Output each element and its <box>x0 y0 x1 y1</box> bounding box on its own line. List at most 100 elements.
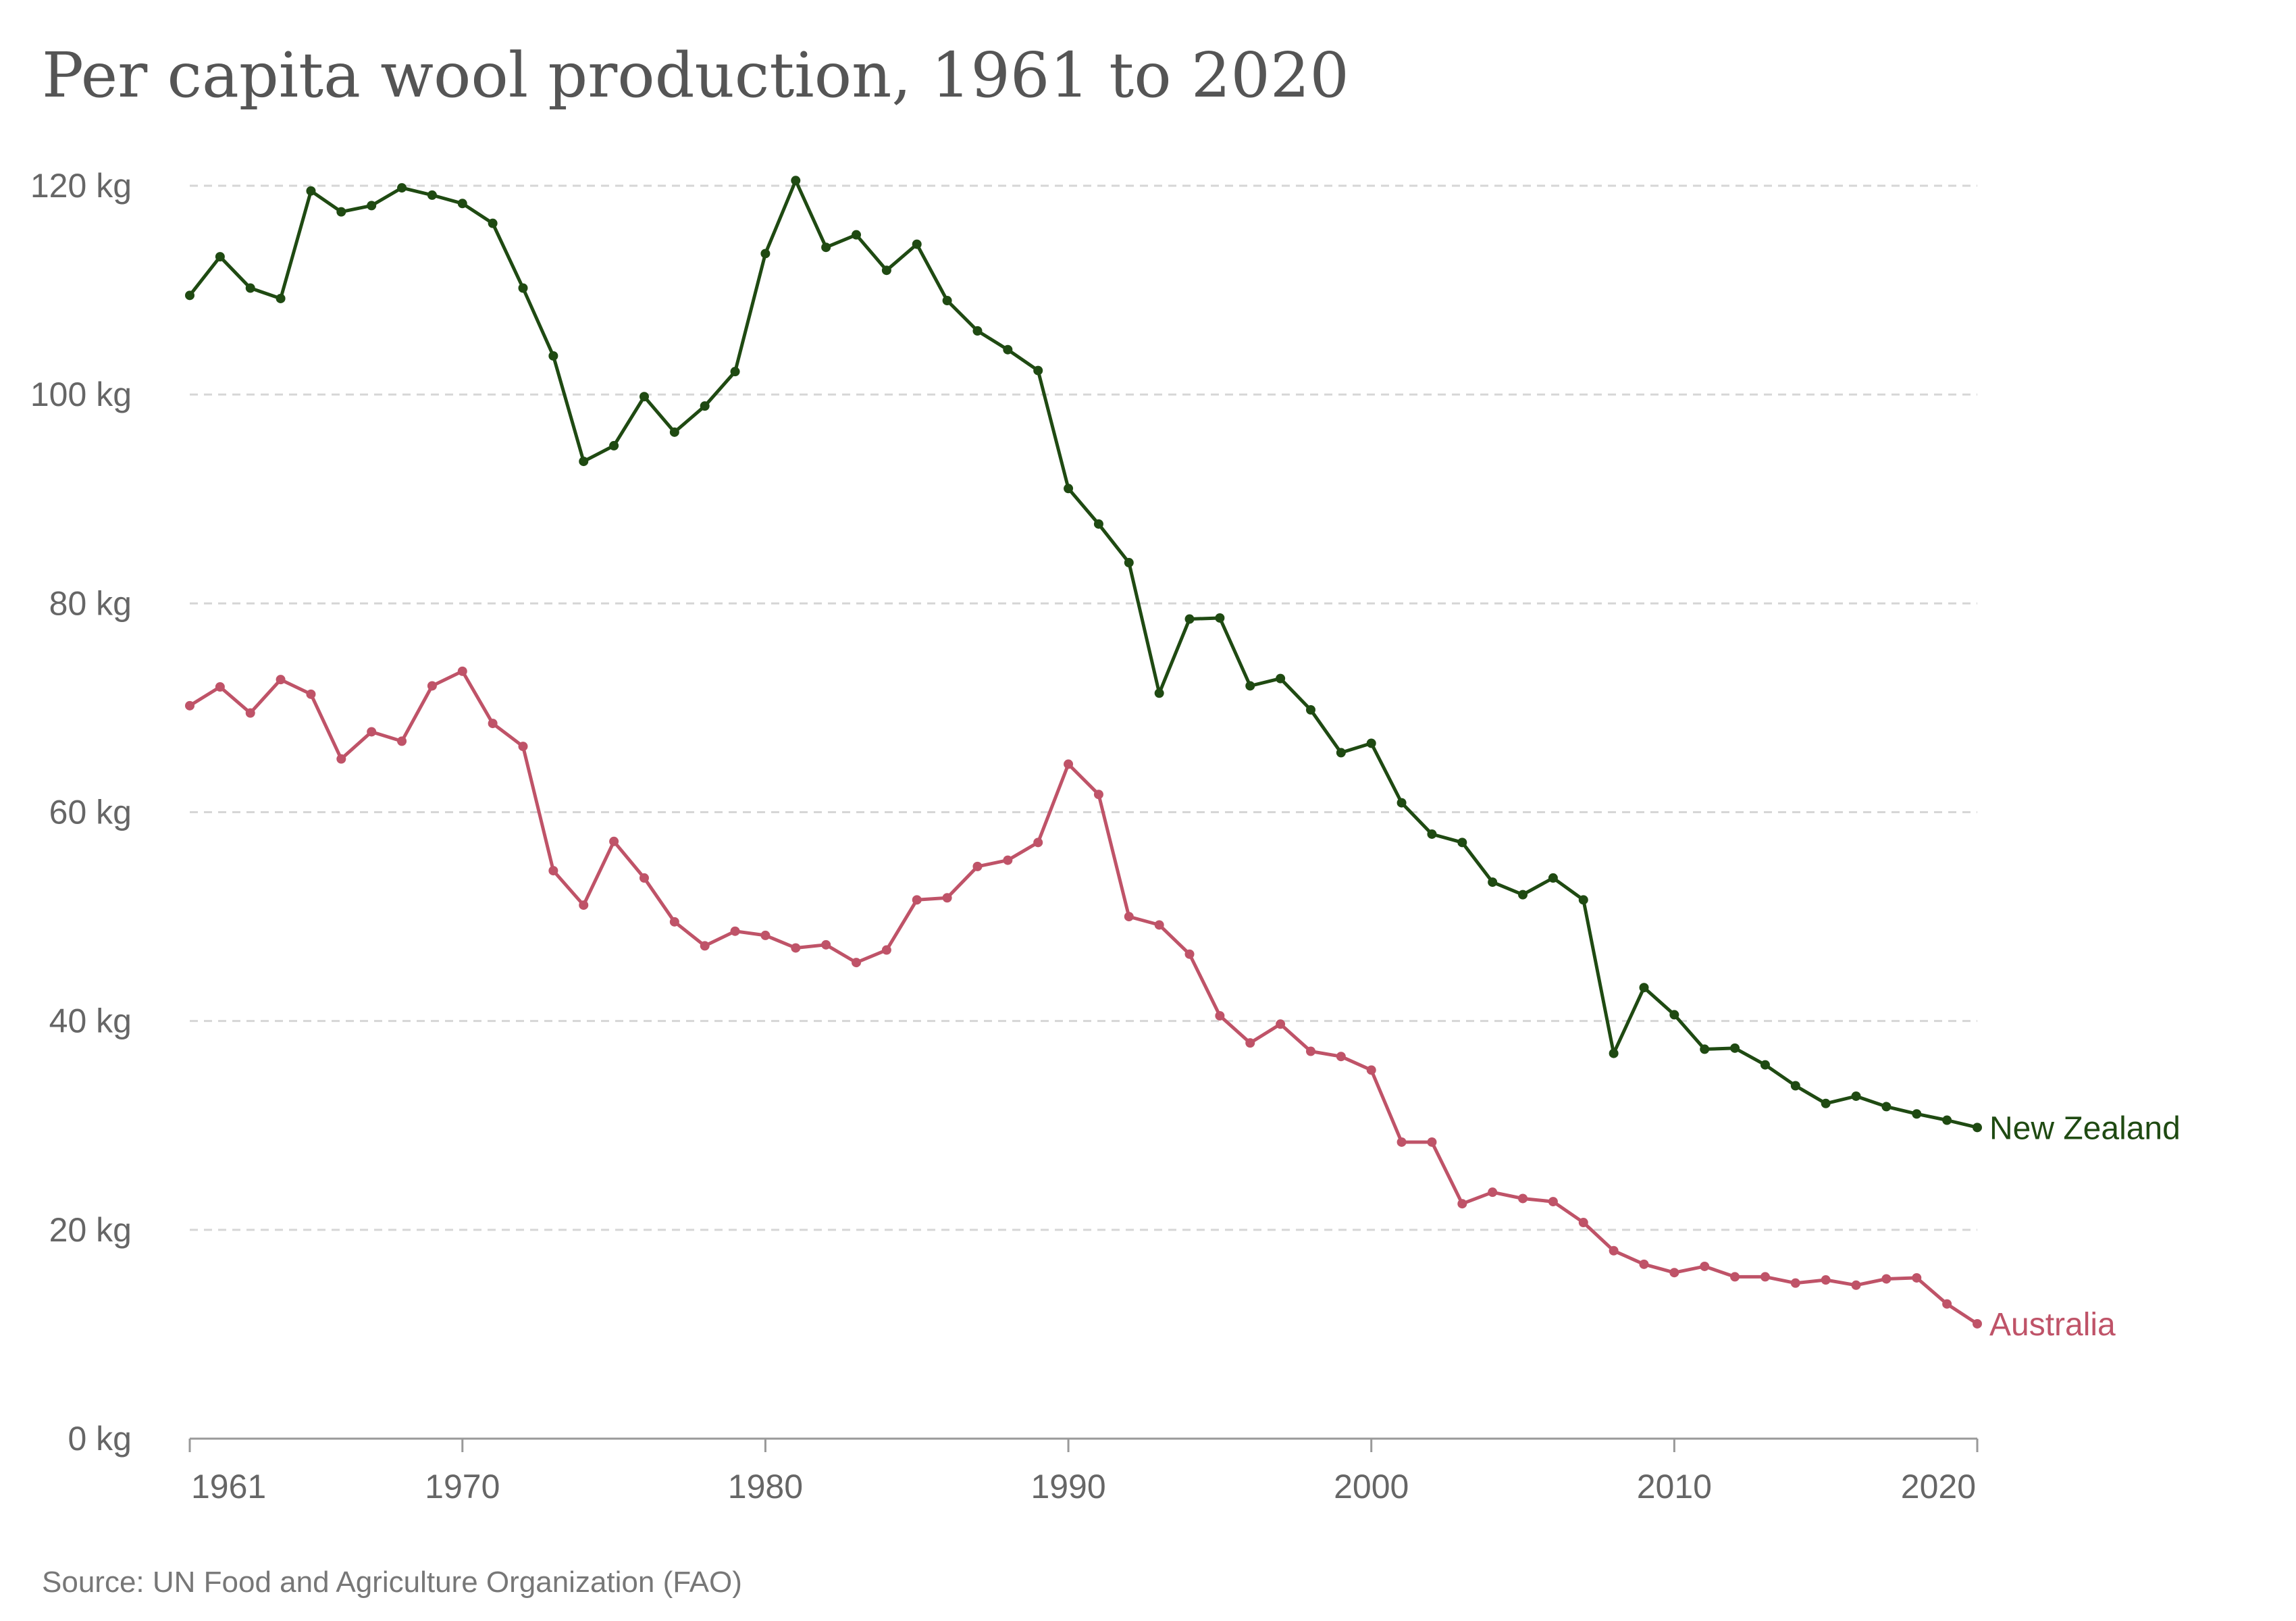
gridlines <box>190 184 1977 1231</box>
y-tick-label: 60 kg <box>49 794 132 831</box>
data-point <box>1578 895 1588 905</box>
data-point <box>1790 1081 1800 1091</box>
data-point <box>1639 1259 1649 1269</box>
data-point <box>1942 1299 1952 1309</box>
data-point <box>1033 365 1043 376</box>
data-point <box>730 926 740 936</box>
data-point <box>852 958 862 968</box>
x-axis <box>188 1437 1979 1452</box>
series-australia <box>185 666 1982 1329</box>
data-point <box>639 392 649 402</box>
data-point <box>1427 1137 1437 1147</box>
x-tick-label: 2000 <box>1334 1468 1409 1506</box>
data-point <box>821 242 831 253</box>
data-point <box>1488 877 1498 887</box>
data-point <box>1700 1261 1710 1271</box>
data-point <box>548 351 558 361</box>
y-tick-label: 120 kg <box>30 167 132 205</box>
x-axis-tick-labels: 1961 1970 1980 1990 2000 2010 2020 <box>191 1468 1976 1506</box>
data-point <box>457 199 467 209</box>
source-note: Source: UN Food and Agriculture Organiza… <box>42 1566 742 1599</box>
data-point <box>1305 705 1315 715</box>
data-point <box>881 265 891 276</box>
data-point <box>1215 1010 1225 1021</box>
data-point <box>1427 829 1437 839</box>
data-point <box>1397 798 1407 808</box>
data-point <box>1973 1123 1982 1133</box>
data-point <box>1276 1019 1286 1029</box>
data-point <box>1669 1268 1679 1278</box>
data-point <box>1548 873 1558 883</box>
data-point <box>215 682 225 692</box>
data-point <box>185 700 194 711</box>
data-point <box>245 283 255 293</box>
data-point <box>548 866 558 876</box>
data-point <box>760 249 771 259</box>
data-point <box>1336 748 1346 758</box>
data-point <box>1912 1109 1922 1119</box>
data-point <box>1215 613 1225 623</box>
data-point <box>700 401 710 411</box>
data-point <box>791 943 801 953</box>
data-point <box>306 186 316 196</box>
data-point <box>427 681 437 691</box>
data-point <box>1881 1274 1891 1284</box>
data-point <box>427 190 437 200</box>
data-point <box>1821 1098 1831 1108</box>
series-line <box>188 669 1979 1326</box>
data-point <box>1639 983 1649 993</box>
data-point <box>518 283 528 293</box>
series-label: New Zealand <box>1989 1110 2181 1146</box>
y-axis-tick-labels: 0 kg 20 kg 40 kg 60 kg 80 kg 100 kg 120 kg <box>30 167 132 1458</box>
data-point <box>1336 1052 1346 1062</box>
y-tick-label: 100 kg <box>30 376 132 413</box>
data-point <box>1912 1272 1922 1283</box>
data-point <box>1154 688 1164 698</box>
data-point <box>1760 1060 1770 1070</box>
data-point <box>1790 1278 1800 1288</box>
x-tick-label: 2010 <box>1637 1468 1712 1506</box>
x-tick-label: 2020 <box>1901 1468 1976 1506</box>
data-point <box>942 893 952 903</box>
data-point <box>215 252 225 262</box>
y-tick-label: 80 kg <box>49 584 132 622</box>
data-point <box>881 945 891 955</box>
data-point <box>1154 920 1164 930</box>
data-point <box>276 293 286 303</box>
data-point <box>1305 1046 1315 1056</box>
data-point <box>1124 558 1134 568</box>
data-point <box>367 727 377 737</box>
data-point <box>1245 681 1255 691</box>
data-point <box>972 861 983 871</box>
data-point <box>1184 614 1195 624</box>
data-point <box>1366 738 1376 748</box>
data-point <box>1518 890 1528 900</box>
data-point <box>1488 1187 1498 1198</box>
data-point <box>669 427 679 437</box>
data-point <box>1851 1091 1861 1101</box>
data-point <box>1851 1280 1861 1290</box>
data-point <box>1093 519 1103 529</box>
y-tick-label: 0 kg <box>68 1420 132 1458</box>
data-point <box>1760 1272 1770 1282</box>
data-point <box>669 917 679 927</box>
x-tick-label: 1980 <box>728 1468 803 1506</box>
data-point <box>367 201 377 211</box>
data-point <box>1730 1043 1740 1053</box>
data-point <box>488 719 498 729</box>
data-point <box>730 367 740 377</box>
series-lines <box>185 176 1982 1329</box>
data-point <box>760 930 771 940</box>
data-point <box>1003 855 1013 865</box>
data-point <box>1276 673 1286 684</box>
data-point <box>1881 1102 1891 1112</box>
data-point <box>1821 1275 1831 1285</box>
chart-title: Per capita wool production, 1961 to 2020 <box>42 39 1349 111</box>
data-point <box>1457 838 1467 848</box>
data-point <box>1457 1199 1467 1209</box>
data-point <box>1669 1010 1679 1020</box>
data-point <box>1184 949 1195 959</box>
y-tick-label: 40 kg <box>49 1002 132 1040</box>
data-point <box>245 708 255 718</box>
data-point <box>336 207 346 217</box>
